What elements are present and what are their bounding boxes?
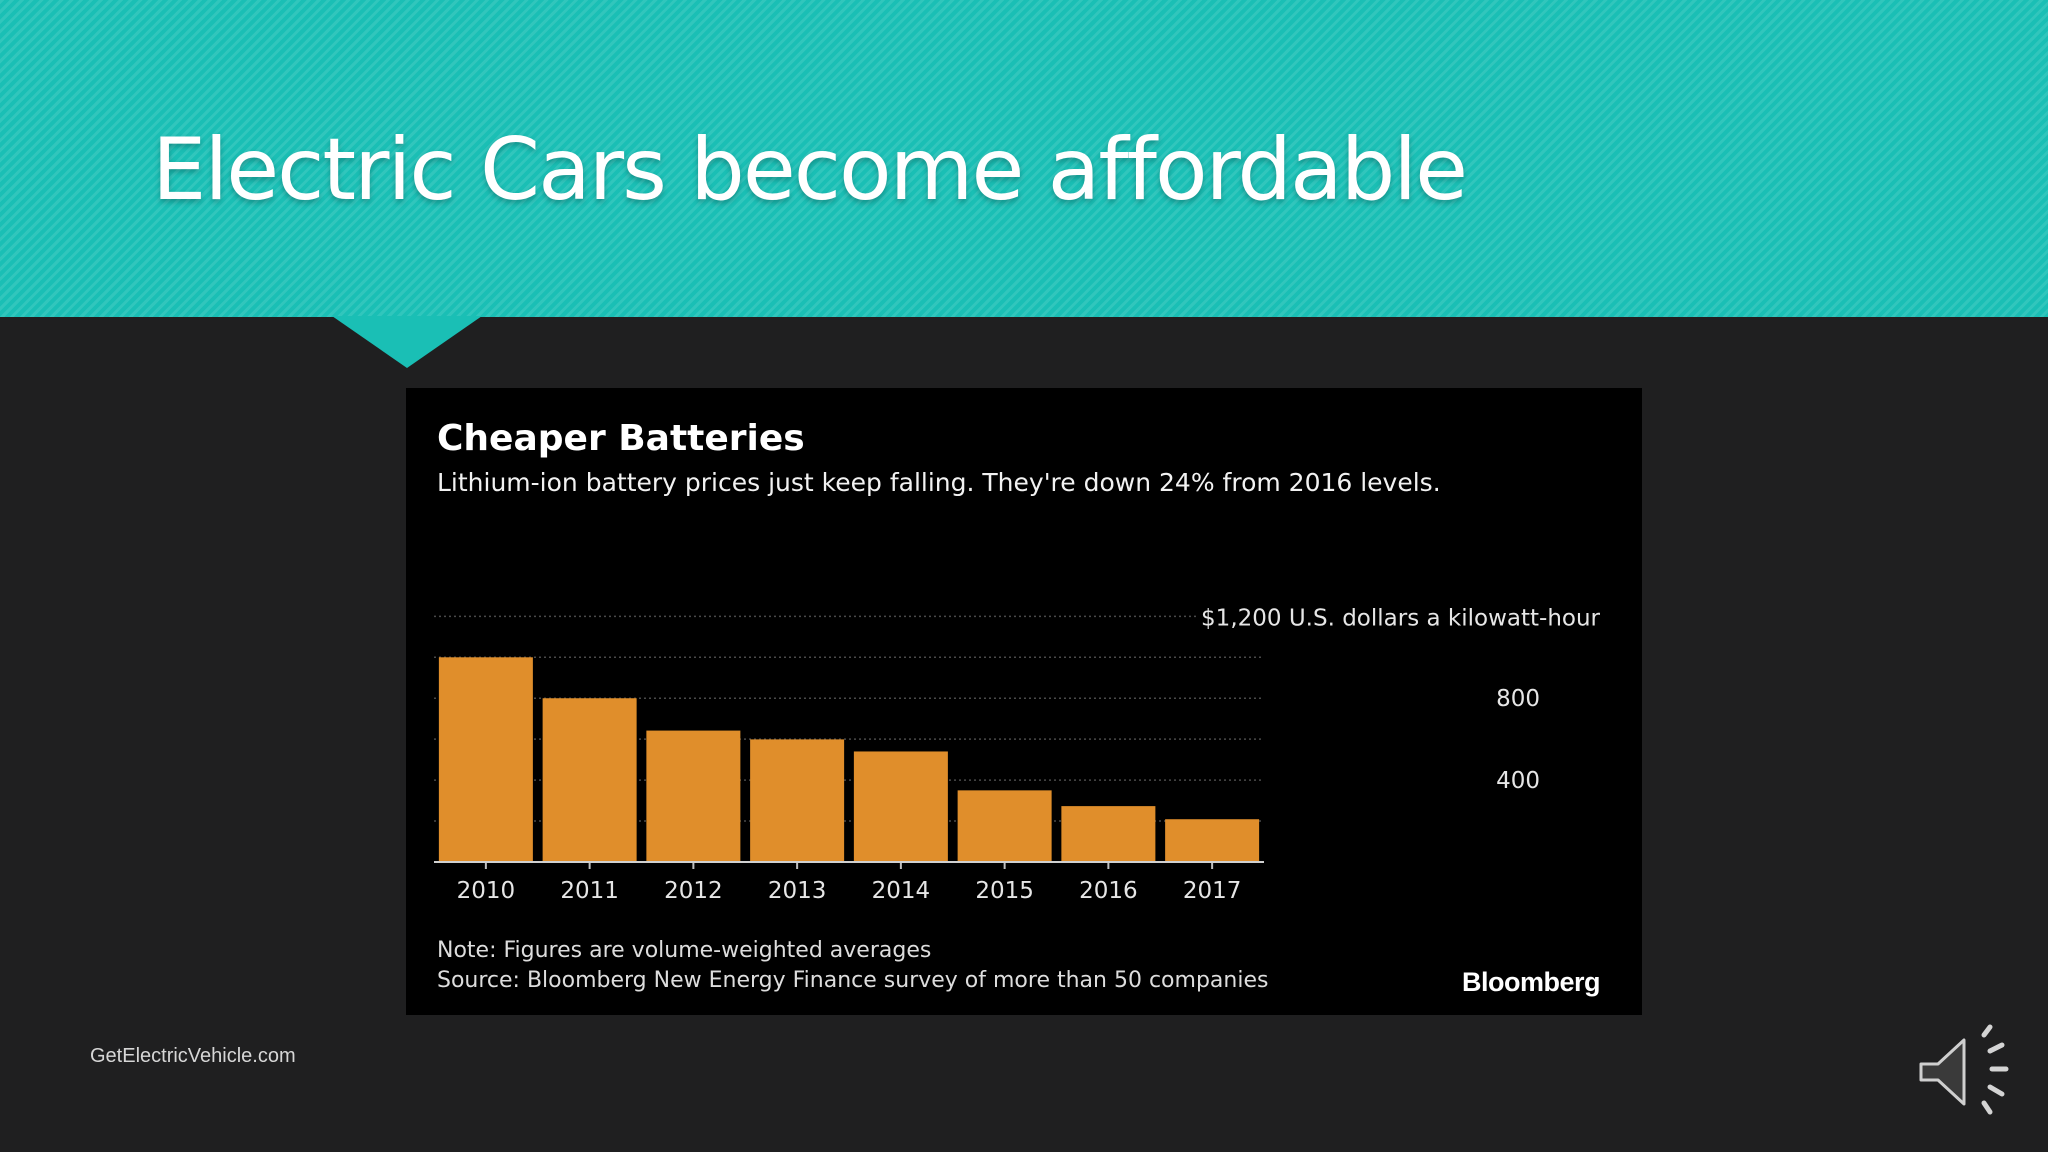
x-tick-label: 2013 bbox=[768, 878, 827, 904]
bar bbox=[438, 657, 533, 862]
bar bbox=[542, 698, 637, 862]
chart-title: Cheaper Batteries bbox=[437, 418, 805, 459]
chart-source: Source: Bloomberg New Energy Finance sur… bbox=[437, 968, 1269, 993]
speaker-icon[interactable] bbox=[1918, 1022, 2018, 1122]
x-tick-label: 2010 bbox=[457, 878, 516, 904]
y-tick-label: 800 bbox=[1496, 686, 1540, 712]
chart-note: Note: Figures are volume-weighted averag… bbox=[437, 938, 932, 963]
bar bbox=[1061, 806, 1156, 862]
x-tick-label: 2016 bbox=[1079, 878, 1138, 904]
x-tick-label: 2011 bbox=[560, 878, 619, 904]
chart-subtitle: Lithium-ion battery prices just keep fal… bbox=[437, 468, 1441, 497]
x-tick-label: 2012 bbox=[664, 878, 723, 904]
chart-plot: $1,200 U.S. dollars a kilowatt-hour 400 80… bbox=[434, 605, 1601, 904]
x-tick-label: 2015 bbox=[975, 878, 1034, 904]
bloomberg-logo: Bloomberg bbox=[1461, 967, 1601, 997]
bar bbox=[646, 730, 741, 862]
y-tick-label: 400 bbox=[1496, 768, 1540, 794]
x-tick-label: 2014 bbox=[872, 878, 931, 904]
bar bbox=[750, 739, 845, 862]
title-banner bbox=[0, 0, 2048, 317]
x-tick-label: 2017 bbox=[1183, 878, 1242, 904]
bar bbox=[957, 790, 1052, 862]
bar bbox=[853, 751, 948, 862]
battery-price-chart: $1,200 U.S. dollars a kilowatt-hour 400 80… bbox=[406, 388, 1642, 1015]
slide-title: Electric Cars become affordable bbox=[152, 120, 1468, 220]
bar bbox=[1165, 819, 1260, 862]
footer-website: GetElectricVehicle.com bbox=[90, 1045, 296, 1067]
y-unit-label: $1,200 U.S. dollars a kilowatt-hour bbox=[1201, 605, 1600, 631]
